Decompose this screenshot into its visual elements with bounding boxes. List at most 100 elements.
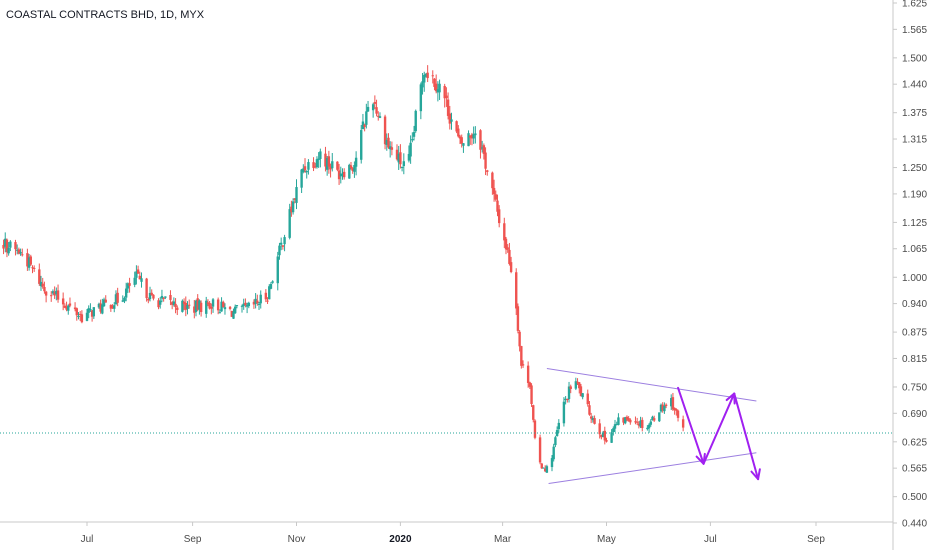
candle-body bbox=[182, 301, 186, 304]
candle-body bbox=[29, 256, 32, 265]
candle-body bbox=[39, 281, 43, 287]
projection-layer bbox=[677, 386, 761, 481]
candle-body bbox=[268, 286, 271, 300]
candle-body bbox=[279, 242, 283, 245]
candle-body bbox=[307, 162, 310, 170]
candle-body bbox=[482, 145, 486, 154]
projection-segment bbox=[677, 386, 705, 465]
candle-body bbox=[613, 424, 617, 429]
candle-body bbox=[21, 254, 24, 256]
candle-body bbox=[312, 162, 315, 168]
candle-body bbox=[351, 168, 354, 172]
candle-body bbox=[325, 158, 329, 170]
candle-body bbox=[567, 386, 571, 400]
candle-body bbox=[581, 393, 584, 398]
y-tick-label: 1.625 bbox=[902, 0, 927, 10]
candle-body bbox=[407, 153, 411, 161]
candle-body bbox=[658, 412, 661, 422]
candle-body bbox=[7, 247, 10, 254]
candle-body bbox=[162, 298, 165, 300]
candle-body bbox=[588, 405, 591, 415]
candle-body bbox=[53, 291, 56, 296]
x-tick-label: Jul bbox=[81, 534, 94, 545]
candle-body bbox=[152, 294, 155, 299]
y-tick-label: 1.315 bbox=[902, 135, 927, 146]
candle-body bbox=[324, 153, 327, 167]
y-tick-label: 0.565 bbox=[902, 464, 927, 475]
candle-body bbox=[196, 298, 199, 310]
candle-body bbox=[264, 292, 268, 300]
candle-body bbox=[385, 139, 388, 145]
candle-body bbox=[484, 152, 487, 169]
candle-body bbox=[187, 304, 191, 306]
candle-body bbox=[424, 73, 428, 77]
candle-body bbox=[211, 299, 215, 307]
candle-body bbox=[172, 301, 176, 306]
candle-body bbox=[617, 417, 620, 425]
candle-body bbox=[542, 467, 545, 469]
candle-body bbox=[593, 418, 596, 424]
candle-body bbox=[378, 116, 382, 118]
candle-body bbox=[51, 291, 55, 294]
candle-body bbox=[276, 256, 279, 284]
candle-body bbox=[291, 201, 295, 213]
candle-body bbox=[455, 121, 458, 132]
candle-body bbox=[89, 309, 92, 311]
candle-body bbox=[670, 398, 673, 407]
candle-body bbox=[314, 166, 317, 168]
candle-body bbox=[649, 421, 652, 425]
candle-body bbox=[550, 458, 554, 468]
candle-body bbox=[317, 158, 320, 161]
candle-body bbox=[402, 161, 406, 167]
candle-body bbox=[562, 401, 566, 424]
candle-body bbox=[647, 424, 651, 429]
candle-body bbox=[269, 283, 273, 289]
candle-body bbox=[426, 72, 429, 79]
candle-body bbox=[2, 244, 5, 249]
candle-body bbox=[651, 416, 654, 421]
candle-body bbox=[104, 299, 107, 303]
candle-body bbox=[341, 173, 344, 175]
x-tick-label: May bbox=[597, 534, 616, 545]
candle-body bbox=[184, 302, 187, 310]
candle-body bbox=[80, 314, 84, 323]
candle-body bbox=[491, 172, 494, 189]
candle-body bbox=[126, 283, 130, 289]
candle-body bbox=[600, 434, 603, 438]
candle-body bbox=[598, 423, 601, 435]
candle-body bbox=[256, 300, 259, 304]
candle-body bbox=[589, 416, 593, 419]
candle-body bbox=[639, 420, 642, 427]
x-tick-label: Mar bbox=[494, 534, 512, 545]
candle-body bbox=[554, 437, 557, 446]
candle-body bbox=[14, 242, 17, 250]
candle-body bbox=[300, 169, 303, 188]
trendline-upper bbox=[546, 368, 757, 402]
candle-body bbox=[533, 420, 537, 438]
candle-body bbox=[664, 404, 668, 407]
projection-segment bbox=[702, 392, 736, 465]
projection-arrowhead bbox=[725, 392, 736, 402]
candle-body bbox=[128, 283, 131, 286]
projection-arrowhead bbox=[750, 470, 760, 481]
candle-body bbox=[543, 468, 547, 472]
candle-body bbox=[281, 245, 285, 247]
candle-body bbox=[496, 200, 499, 212]
candle-body bbox=[516, 306, 520, 331]
candle-body bbox=[383, 116, 387, 145]
candle-body bbox=[210, 306, 213, 309]
candle-body bbox=[198, 300, 201, 310]
candle-body bbox=[349, 165, 353, 169]
candle-body bbox=[671, 397, 675, 410]
candle-body bbox=[390, 147, 394, 150]
candle-body bbox=[5, 239, 9, 253]
candle-body bbox=[164, 296, 167, 298]
candle-body bbox=[135, 271, 138, 278]
candle-body bbox=[363, 124, 366, 127]
candle-body bbox=[99, 303, 102, 312]
candle-body bbox=[56, 290, 60, 300]
candle-body bbox=[302, 168, 305, 172]
candle-body bbox=[601, 432, 605, 438]
candle-body bbox=[111, 306, 114, 308]
candle-body bbox=[438, 83, 441, 93]
